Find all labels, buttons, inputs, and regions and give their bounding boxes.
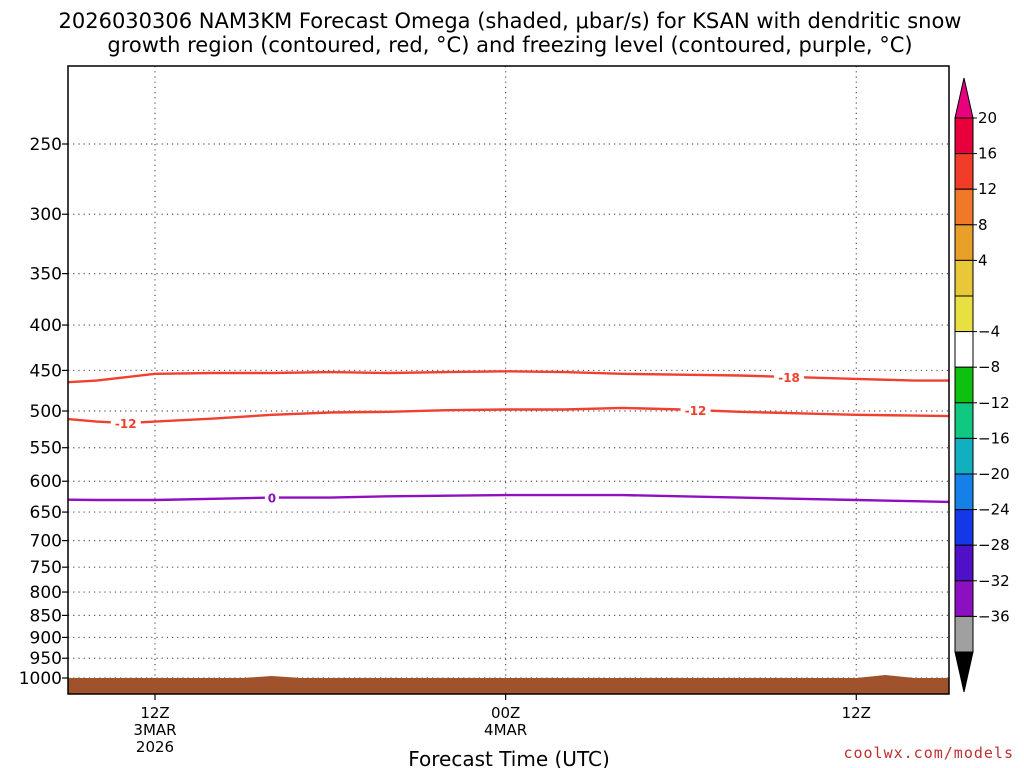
colorbar-bottom-arrow [954,651,974,693]
colorbar-swatch-8 [954,402,974,439]
colorbar-label-9: −20 [978,465,1010,483]
y-tick-label-300: 300 [30,205,62,225]
contour-label-0: 0 [268,492,276,506]
colorbar-label-3: 8 [978,216,988,234]
colorbar-swatch-12 [954,544,974,582]
colorbar-swatch-6 [954,331,974,368]
contour-label--12: -12 [115,417,137,431]
terrain-bump [213,677,331,680]
y-tick-label-800: 800 [30,583,62,603]
contour-label--18: -18 [778,371,800,385]
colorbar-swatch-14 [954,615,974,653]
colorbar-swatch-2 [954,188,974,226]
y-tick-label-400: 400 [30,316,62,336]
colorbar-label-7: −12 [978,394,1010,412]
contour-label--12: -12 [685,404,707,418]
y-tick-label-250: 250 [30,135,62,155]
x-tick-label-18-0: 00Z [491,704,520,722]
terrain-bump [856,678,915,680]
plot-frame [67,65,950,695]
colorbar-label-10: −24 [978,501,1010,519]
contour-label-bg [774,369,805,384]
colorbar-swatch-9 [954,437,974,475]
y-tick-label-950: 950 [30,649,62,669]
y-tick-label-550: 550 [30,439,62,459]
y-tick-label-700: 700 [30,532,62,552]
colorbar-label-5: −4 [978,323,1000,341]
y-tick-label-850: 850 [30,606,62,626]
contour-label-bg [264,490,279,505]
colorbar-label-4: 4 [978,251,988,269]
y-tick-label-600: 600 [30,472,62,492]
terrain-bump [447,678,623,680]
y-tick-label-350: 350 [30,265,62,285]
y-tick-label-450: 450 [30,361,62,381]
colorbar-label-2: 12 [978,180,997,198]
colorbar-swatch-10 [954,473,974,511]
y-tick-label-750: 750 [30,558,62,578]
contour-label-bg [110,416,141,431]
colorbar-swatch-0 [954,117,974,155]
colorbar-label-12: −32 [978,572,1010,590]
credit-text: coolwx.com/models [843,744,1014,762]
colorbar-top-arrow [954,77,974,119]
x-tick-label-6-0: 12Z [140,704,169,722]
contour-line--18 [68,370,949,384]
x-tick-label-6-1: 3MAR [133,721,176,739]
x-axis-label: Forecast Time (UTC) [408,747,610,768]
colorbar-swatch-4 [954,259,974,297]
time-axis: 12Z3MAR202600Z4MAR12Z00Z5MAR12Z [133,694,871,756]
y-tick-label-1000: 1000 [19,669,62,689]
colorbar-swatch-1 [954,153,974,190]
chart-title-line-2: growth region (contoured, red, °C) and f… [107,33,912,57]
contour-label-bg [680,403,711,418]
colorbar-label-13: −36 [978,607,1010,625]
terrain-layer [68,675,949,694]
colorbar-label-0: 20 [978,109,997,127]
colorbar-swatch-7 [954,366,974,404]
x-tick-label-6-2: 2026 [136,738,174,756]
colorbar-label-11: −28 [978,536,1010,554]
chart-title-line-1: 2026030306 NAM3KM Forecast Omega (shaded… [59,9,962,33]
colorbar-label-1: 16 [978,145,997,163]
colorbar-swatch-3 [954,224,974,261]
colorbar-swatch-5 [954,295,974,333]
temperature-contours: -18-18-18-12-1200 [68,369,949,506]
contour-line--12 [68,406,949,425]
y-tick-label-650: 650 [30,503,62,523]
pressure-axis: 2503003504004505005506006507007508008509… [19,135,68,689]
colorbar-label-8: −16 [978,429,1010,447]
colorbar-swatch-11 [954,509,974,546]
colorbar-swatch-13 [954,580,974,617]
x-tick-label-18-1: 4MAR [484,721,527,739]
omega-colorbar: 20 16 12 8 4 −4 −8 −12 −16 −20 −24 −28 −32 −36 [954,77,1010,693]
x-tick-label-30-0: 12Z [842,704,871,722]
y-tick-label-900: 900 [30,628,62,648]
contour-line-0 [68,493,949,504]
y-tick-label-500: 500 [30,402,62,422]
colorbar-label-6: −8 [978,358,1000,376]
